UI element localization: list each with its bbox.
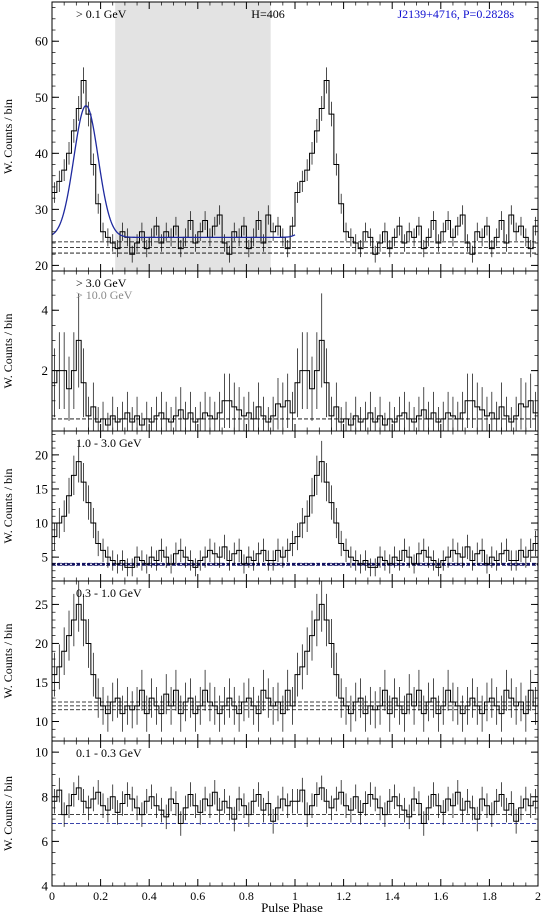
panel-frame xyxy=(51,430,539,582)
panel-p2: 2 4 > 3.0 GeV> 10.0 GeV W. Counts / bin xyxy=(1,270,539,432)
energy-band-label: > 0.1 GeV xyxy=(76,7,127,21)
y-tick-label: 50 xyxy=(35,90,48,105)
y-axis-label: W. Counts / bin xyxy=(1,469,15,544)
y-tick-label: 30 xyxy=(35,202,48,217)
panel-p3: 5 10 15 20 1.0 - 3.0 GeV W. Counts / bin xyxy=(1,430,539,582)
energy-band-label-high: > 10.0 GeV xyxy=(76,288,133,302)
y-tick-label: 25 xyxy=(35,597,48,612)
y-tick-label: 10 xyxy=(35,516,48,531)
y-tick-label: 20 xyxy=(35,636,48,651)
panel-frame xyxy=(51,740,539,887)
htest-label: H=406 xyxy=(251,7,284,21)
x-tick-label: 1.4 xyxy=(385,889,400,903)
x-tick-label: 1.2 xyxy=(336,889,351,903)
y-tick-label: 40 xyxy=(35,146,48,161)
y-axis-label: W. Counts / bin xyxy=(1,99,15,174)
y-tick-label: 6 xyxy=(42,834,49,849)
y-tick-label: 60 xyxy=(35,34,48,49)
histogram-p2 xyxy=(52,339,538,426)
x-tick-label: 0.4 xyxy=(142,889,157,903)
y-tick-label: 15 xyxy=(35,481,48,496)
panel-frame xyxy=(51,580,539,742)
y-tick-label: 8 xyxy=(42,789,49,804)
y-tick-label: 20 xyxy=(35,447,48,462)
x-tick-label: 1 xyxy=(292,889,298,903)
x-tick-label: 0.2 xyxy=(93,889,108,903)
histogram-p4 xyxy=(52,603,538,715)
panel-p4: 10 15 20 25 0.3 - 1.0 GeV W. Counts / bin xyxy=(1,580,539,742)
x-tick-label: 2 xyxy=(535,889,541,903)
x-tick-label: 0.6 xyxy=(190,889,205,903)
histogram-p3 xyxy=(52,461,538,568)
x-tick-label: 1.8 xyxy=(482,889,497,903)
y-tick-label: 4 xyxy=(42,303,49,318)
histogram-p5 xyxy=(52,787,538,825)
x-tick-label: 0.8 xyxy=(239,889,254,903)
histogram-p1 xyxy=(52,79,538,255)
energy-band-label: 1.0 - 3.0 GeV xyxy=(76,436,142,450)
y-axis-label: W. Counts / bin xyxy=(1,776,15,851)
x-axis-label: Pulse Phase xyxy=(261,900,323,914)
energy-band-label: > 3.0 GeV xyxy=(76,276,127,290)
y-axis-label: W. Counts / bin xyxy=(1,314,15,389)
y-tick-label: 2 xyxy=(42,363,49,378)
y-axis-label: W. Counts / bin xyxy=(1,624,15,699)
y-tick-label: 10 xyxy=(35,745,48,760)
profile-fit-curve xyxy=(51,104,296,239)
energy-band-label: 0.3 - 1.0 GeV xyxy=(76,586,142,600)
x-tick-label: 1.6 xyxy=(433,889,448,903)
x-tick-label: 0 xyxy=(49,889,55,903)
source-label: J2139+4716, P=0.2828s xyxy=(397,7,514,21)
y-tick-label: 20 xyxy=(35,258,48,273)
y-tick-label: 15 xyxy=(35,675,48,690)
y-tick-label: 5 xyxy=(42,550,49,565)
panel-p5: 4 6 8 10 0.1 - 0.3 GeV W. Counts / bin xyxy=(1,740,539,894)
y-tick-label: 10 xyxy=(35,714,48,729)
y-tick-label: 4 xyxy=(42,879,49,894)
energy-band-label: 0.1 - 0.3 GeV xyxy=(76,746,142,760)
panel-p1: 20 30 40 50 60 > 0.1 GeV W. Counts / bin xyxy=(1,1,539,273)
